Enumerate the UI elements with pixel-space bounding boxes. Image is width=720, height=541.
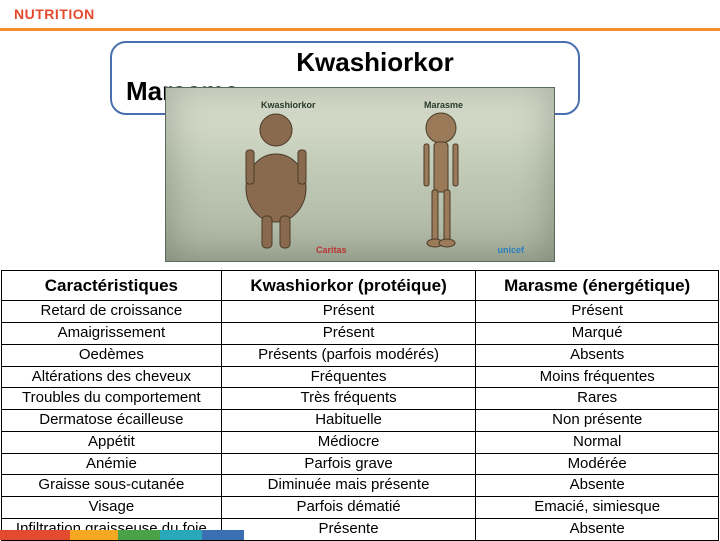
table-row: Altérations des cheveuxFréquentesMoins f… [2, 366, 719, 388]
section-label: NUTRITION [14, 6, 95, 22]
footer-stripes [0, 530, 244, 540]
table-cell: Médiocre [221, 431, 476, 453]
table-cell: Visage [2, 497, 222, 519]
table-cell: Rares [476, 388, 719, 410]
table-cell: Dermatose écailleuse [2, 410, 222, 432]
table-header-cell: Caractéristiques [2, 271, 222, 301]
table-cell: Présent [476, 301, 719, 323]
header-divider [0, 28, 720, 31]
table-row: AnémieParfois graveModérée [2, 453, 719, 475]
table-cell: Présents (parfois modérés) [221, 344, 476, 366]
table-cell: Normal [476, 431, 719, 453]
table-cell: Très fréquents [221, 388, 476, 410]
table-cell: Amaigrissement [2, 323, 222, 345]
comparison-table: Caractéristiques Kwashiorkor (protéique)… [1, 270, 719, 541]
table-cell: Emacié, simiesque [476, 497, 719, 519]
table-cell: Retard de croissance [2, 301, 222, 323]
table-cell: Absents [476, 344, 719, 366]
table-cell: Absente [476, 518, 719, 540]
table-cell: Appétit [2, 431, 222, 453]
footer-stripe [70, 530, 118, 540]
footer-stripe [0, 530, 70, 540]
photo-logo-right: unicef [497, 245, 524, 255]
table-cell: Parfois grave [221, 453, 476, 475]
table-cell: Modérée [476, 453, 719, 475]
table-cell: Présente [221, 518, 476, 540]
table-row: OedèmesPrésents (parfois modérés)Absents [2, 344, 719, 366]
table-cell: Parfois dématié [221, 497, 476, 519]
footer-stripe [160, 530, 202, 540]
footer-stripe [202, 530, 244, 540]
header-bar: NUTRITION [0, 0, 720, 28]
table-row: Troubles du comportementTrès fréquentsRa… [2, 388, 719, 410]
photo-caption-right: Marasme [424, 100, 463, 110]
table-cell: Habituelle [221, 410, 476, 432]
table-cell: Présent [221, 323, 476, 345]
table-cell: Non présente [476, 410, 719, 432]
table-row: Graisse sous-cutanéeDiminuée mais présen… [2, 475, 719, 497]
footer-stripe [118, 530, 160, 540]
table-row: VisageParfois dématiéEmacié, simiesque [2, 497, 719, 519]
photo-caption-left: Kwashiorkor [261, 100, 316, 110]
table-cell: Présent [221, 301, 476, 323]
table-row: Dermatose écailleuseHabituelleNon présen… [2, 410, 719, 432]
table-header-cell: Marasme (énergétique) [476, 271, 719, 301]
comparison-photo: Kwashiorkor Marasme Caritas unicef [165, 87, 555, 262]
table-cell: Moins fréquentes [476, 366, 719, 388]
table-cell: Absente [476, 475, 719, 497]
table-cell: Anémie [2, 453, 222, 475]
table-header-cell: Kwashiorkor (protéique) [221, 271, 476, 301]
table-row: AmaigrissementPrésentMarqué [2, 323, 719, 345]
table-cell: Graisse sous-cutanée [2, 475, 222, 497]
title-line-1: Kwashiorkor [186, 47, 564, 78]
table-header-row: Caractéristiques Kwashiorkor (protéique)… [2, 271, 719, 301]
table-row: Retard de croissancePrésentPrésent [2, 301, 719, 323]
table-row: AppétitMédiocreNormal [2, 431, 719, 453]
table-cell: Fréquentes [221, 366, 476, 388]
table-cell: Diminuée mais présente [221, 475, 476, 497]
photo-logo-left: Caritas [316, 245, 347, 255]
table-cell: Altérations des cheveux [2, 366, 222, 388]
table-cell: Marqué [476, 323, 719, 345]
table-cell: Oedèmes [2, 344, 222, 366]
table-cell: Troubles du comportement [2, 388, 222, 410]
